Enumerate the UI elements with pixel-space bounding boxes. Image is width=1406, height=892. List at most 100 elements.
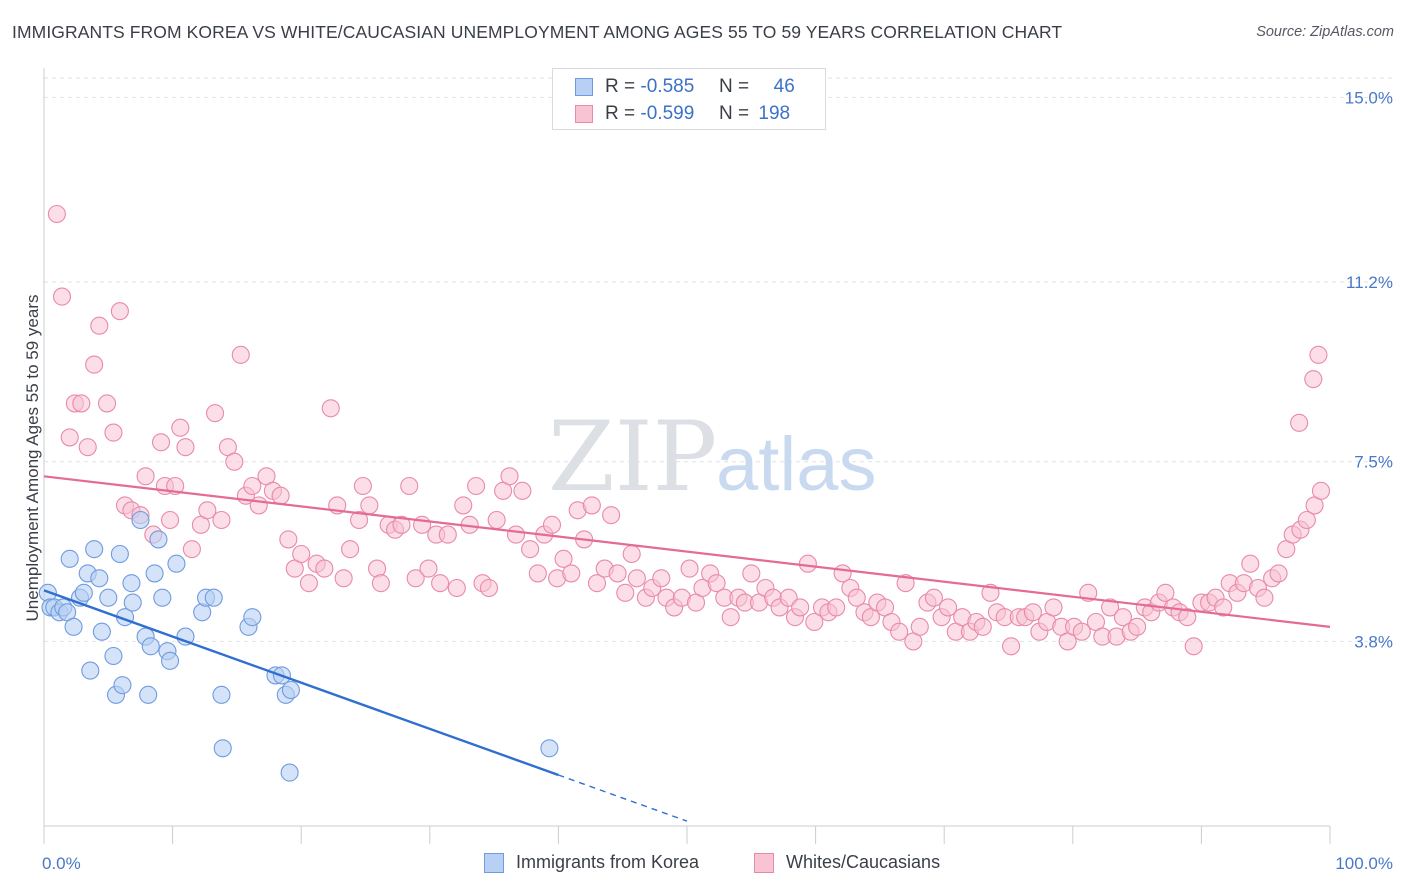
- white-point: [271, 486, 290, 505]
- legend-swatch-korea: [484, 852, 504, 873]
- n-value-korea: 46: [773, 76, 795, 97]
- white-point: [334, 569, 353, 588]
- white-point: [371, 574, 390, 593]
- white-point: [315, 559, 334, 578]
- white-point: [1044, 598, 1063, 617]
- white-point: [212, 510, 231, 530]
- white-point: [447, 578, 466, 598]
- chart-title: IMMIGRANTS FROM KOREA VS WHITE/CAUCASIAN…: [12, 22, 1063, 42]
- korea-point: [141, 637, 160, 656]
- white-point: [1214, 598, 1233, 617]
- white-point: [602, 506, 621, 525]
- y-tick-label: 15.0%: [1345, 88, 1393, 107]
- white-point: [707, 574, 726, 593]
- white-point: [110, 302, 129, 321]
- white-point: [827, 598, 846, 617]
- white-point: [360, 496, 379, 515]
- series-legend: Immigrants from Korea Whites/Caucasians: [0, 852, 1406, 878]
- legend-label-white: Whites/Caucasians: [786, 852, 941, 872]
- white-point: [791, 598, 810, 617]
- white-point: [1269, 564, 1288, 583]
- white-point: [1072, 622, 1091, 641]
- korea-point: [64, 617, 83, 636]
- watermark-atlas: atlas: [716, 422, 877, 507]
- legend-row-white: R = -0.599 N = 198: [575, 102, 790, 126]
- white-point: [1101, 598, 1120, 617]
- y-tick-labels: 3.8% 7.5% 11.2% 15.0%: [1345, 88, 1393, 651]
- korea-point: [212, 685, 231, 704]
- legend-label-korea: Immigrants from Korea: [516, 852, 700, 872]
- white-point: [176, 438, 195, 457]
- x-tick-labels: 0.0% 100.0%: [42, 854, 1393, 873]
- white-point: [680, 559, 699, 578]
- white-point: [924, 588, 943, 607]
- white-point: [973, 617, 992, 636]
- legend-item-korea: Immigrants from Korea: [484, 852, 699, 873]
- white-caucasian-points: [47, 204, 1331, 656]
- watermark-zip: ZIP: [548, 401, 717, 513]
- correlation-legend: R = -0.585 N = 46 R = -0.599 N = 198: [552, 68, 826, 130]
- white-point: [910, 617, 929, 636]
- white-point: [136, 467, 155, 486]
- white-point: [90, 316, 109, 335]
- r-label: R =: [605, 76, 636, 97]
- white-point: [299, 574, 318, 593]
- white-point: [171, 418, 190, 437]
- korea-points: [38, 510, 559, 782]
- white-point: [1184, 637, 1203, 656]
- y-tick-label: 3.8%: [1354, 632, 1393, 651]
- trend-lines: [43, 475, 1331, 822]
- white-point: [406, 569, 425, 588]
- white-point: [392, 515, 411, 534]
- white-point: [652, 569, 671, 588]
- korea-point: [167, 554, 186, 573]
- korea-point: [160, 651, 180, 670]
- r-value-white: -0.599: [640, 103, 695, 124]
- white-point: [225, 452, 244, 471]
- white-point: [939, 598, 958, 617]
- korea-point: [149, 530, 168, 549]
- korea-point: [113, 676, 132, 695]
- white-point: [1023, 603, 1042, 622]
- korea-point: [60, 549, 79, 568]
- white-point: [85, 355, 104, 374]
- white-point: [160, 510, 180, 530]
- white-point: [182, 540, 201, 559]
- white-point: [847, 588, 866, 607]
- white-trend-line: [43, 475, 1331, 628]
- white-point: [243, 476, 262, 496]
- korea-point: [145, 564, 164, 583]
- white-point: [72, 394, 91, 413]
- y-axis-label: Unemployment Among Ages 55 to 59 years: [23, 295, 42, 622]
- korea-point: [204, 588, 223, 607]
- korea-point: [213, 739, 232, 758]
- korea-point: [92, 622, 111, 641]
- white-point: [1156, 583, 1175, 602]
- korea-point: [85, 540, 104, 559]
- white-point: [582, 496, 601, 515]
- korea-point: [123, 593, 142, 612]
- korea-trend-extension: [558, 774, 688, 822]
- white-point: [1297, 510, 1316, 530]
- white-point: [400, 476, 419, 496]
- white-point: [542, 515, 562, 534]
- korea-point: [243, 608, 262, 627]
- white-point: [513, 481, 532, 500]
- legend-row-korea: R = -0.585 N = 46: [575, 75, 795, 99]
- white-point: [60, 428, 79, 447]
- white-point: [890, 622, 909, 641]
- korea-point: [540, 739, 559, 758]
- white-point: [198, 501, 217, 520]
- white-point: [479, 578, 499, 598]
- korea-point: [139, 685, 158, 704]
- korea-point: [153, 588, 172, 607]
- white-point: [742, 564, 761, 583]
- axes: [43, 68, 1331, 844]
- legend-item-white: Whites/Caucasians: [754, 852, 940, 873]
- white-point: [779, 588, 798, 607]
- legend-swatch-white: [754, 852, 774, 873]
- white-point: [78, 438, 97, 457]
- white-point: [554, 549, 573, 568]
- n-value-white: 198: [758, 103, 791, 124]
- white-point: [249, 496, 268, 515]
